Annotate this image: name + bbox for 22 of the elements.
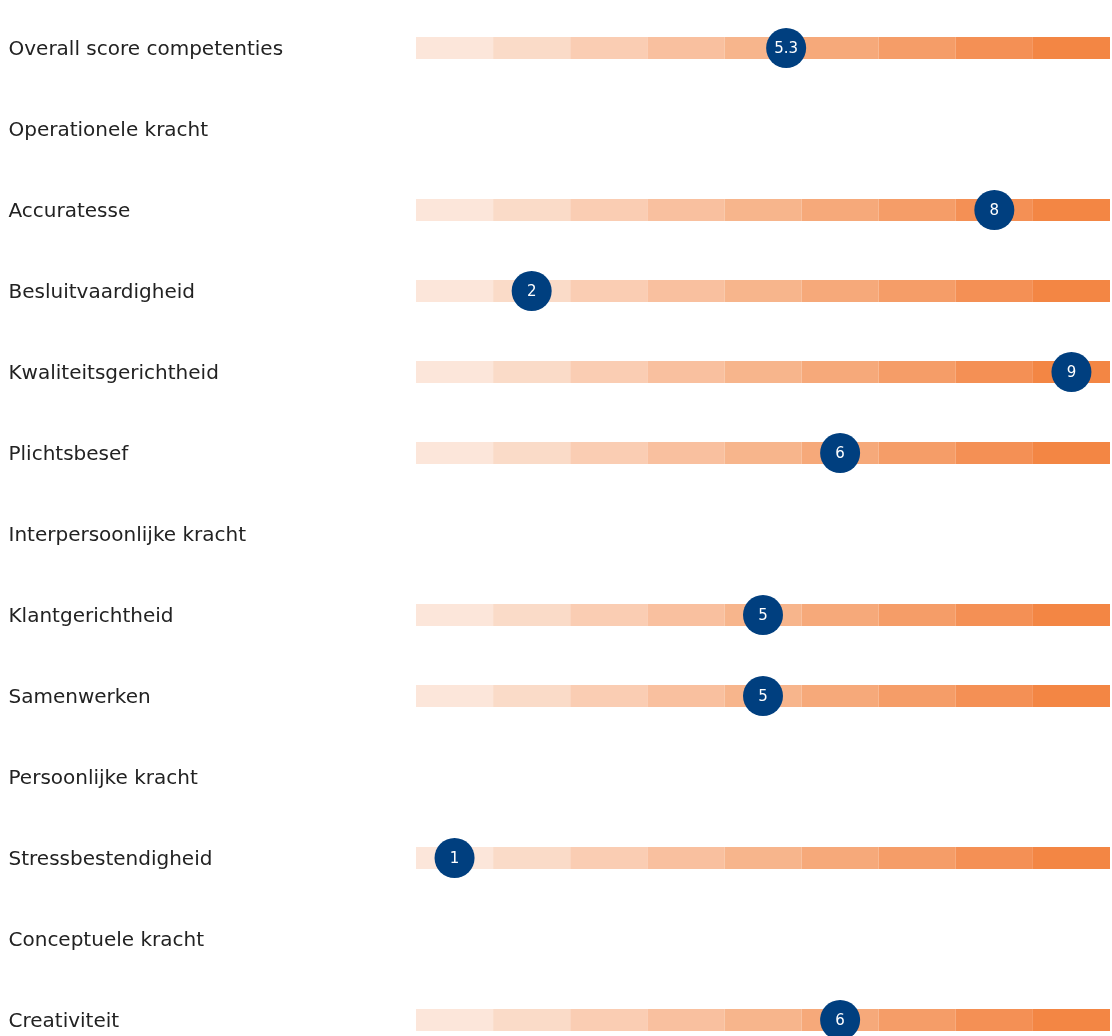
category-label: Persoonlijke kracht (8, 764, 198, 789)
category-label: Plichtsbesef (8, 440, 130, 465)
data-label: 5.3 (774, 39, 799, 57)
category-label: Samenwerken (8, 683, 151, 708)
data-label: 6 (835, 1011, 845, 1029)
category-label: Stressbestendigheid (8, 845, 213, 870)
category-label: Besluitvaardigheid (8, 278, 195, 303)
data-label: 8 (989, 201, 1000, 219)
category-label: Accuratesse (8, 197, 131, 222)
data-label: 1 (449, 849, 460, 867)
category-label: Operationele kracht (8, 116, 209, 141)
category-label: Interpersoonlijke kracht (8, 521, 247, 546)
data-label: 5 (758, 606, 768, 624)
data-label: 2 (526, 282, 537, 300)
category-label: Overall score competenties (8, 35, 284, 60)
data-label: 9 (1066, 363, 1077, 381)
category-label: Kwaliteitsgerichtheid (8, 359, 219, 384)
data-label: 6 (835, 444, 845, 462)
category-label: Klantgerichtheid (8, 602, 174, 627)
category-label: Conceptuele kracht (8, 926, 205, 951)
category-label: Creativiteit (8, 1007, 120, 1032)
data-label: 5 (758, 687, 768, 705)
